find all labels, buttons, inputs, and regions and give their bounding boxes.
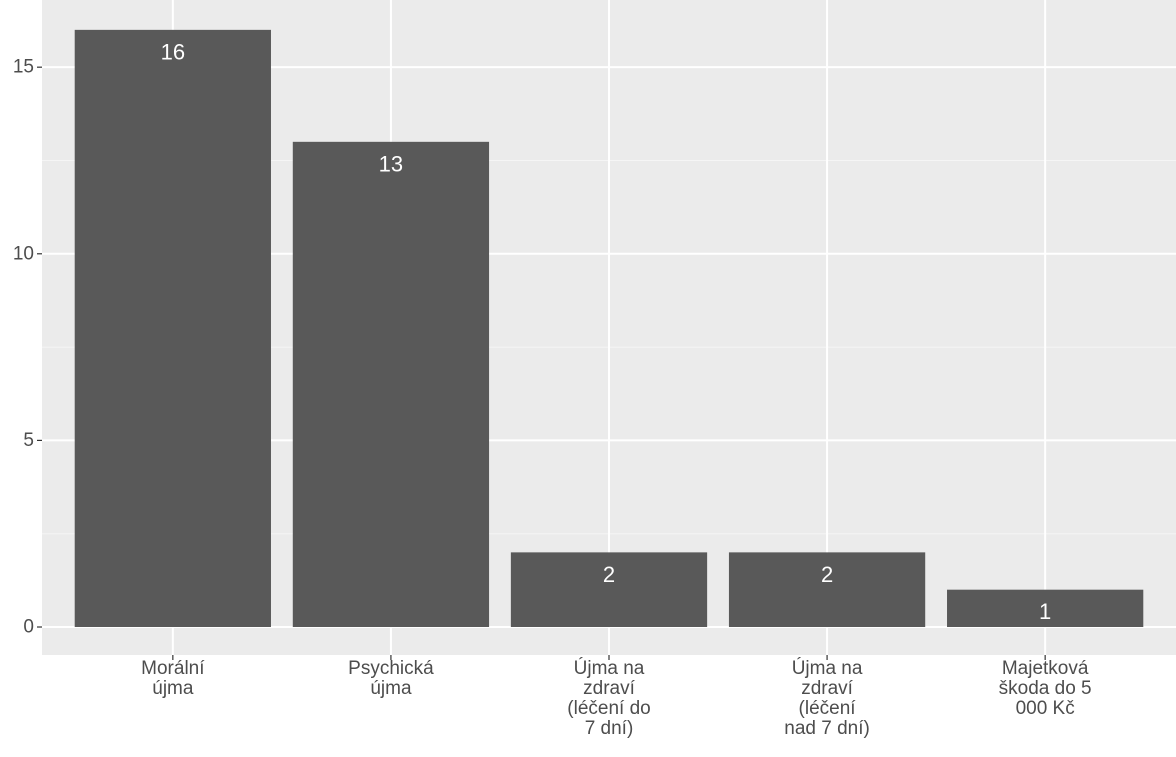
y-tick-label: 10 — [13, 243, 34, 264]
bar-value-label: 16 — [161, 39, 185, 64]
y-tick-label: 5 — [23, 430, 34, 451]
x-category-label-line: 000 Kč — [1016, 698, 1075, 719]
bar — [947, 589, 1144, 628]
y-axis: 0 5 10 15 — [13, 57, 42, 638]
x-category-label-line: Morální — [141, 658, 205, 679]
x-category-label-line: Újma na — [574, 657, 645, 679]
bar — [74, 29, 271, 628]
x-category-label: Morální újma — [141, 658, 205, 699]
bar-value-label: 13 — [379, 151, 403, 176]
bar — [510, 552, 708, 628]
bar — [728, 552, 926, 628]
x-category-label-line: újma — [370, 678, 412, 699]
x-category-label-line: 7 dní) — [585, 718, 634, 739]
bar-value-label: 2 — [821, 562, 833, 587]
x-category-label-line: (léčení do — [567, 698, 650, 719]
x-category-label: Újma na zdraví (léčení do 7 dní) — [567, 657, 650, 739]
x-category-label-line: (léčení — [799, 698, 857, 719]
data-labels: 16 13 2 2 1 — [161, 39, 1052, 624]
x-category-label-line: újma — [152, 678, 194, 699]
x-category-label-line: škoda do 5 — [999, 678, 1092, 699]
x-category-label-line: Psychická — [348, 658, 434, 679]
x-category-label-line: Majetková — [1002, 658, 1089, 679]
x-category-label-line: Újma na — [792, 657, 863, 679]
x-category-label-line: zdraví — [583, 678, 635, 699]
x-category-label: Majetková škoda do 5 000 Kč — [999, 658, 1092, 719]
x-category-label-line: nad 7 dní) — [784, 718, 870, 739]
bar-value-label: 2 — [603, 562, 615, 587]
x-category-label-line: zdraví — [801, 678, 853, 699]
bar — [292, 141, 490, 628]
x-category-label: Újma na zdraví (léčení nad 7 dní) — [784, 657, 870, 739]
bars — [74, 29, 1144, 628]
x-category-label: Psychická újma — [348, 658, 434, 699]
bar-value-label: 1 — [1039, 599, 1051, 624]
y-tick-label: 0 — [23, 617, 34, 638]
y-tick-label: 15 — [13, 57, 34, 78]
